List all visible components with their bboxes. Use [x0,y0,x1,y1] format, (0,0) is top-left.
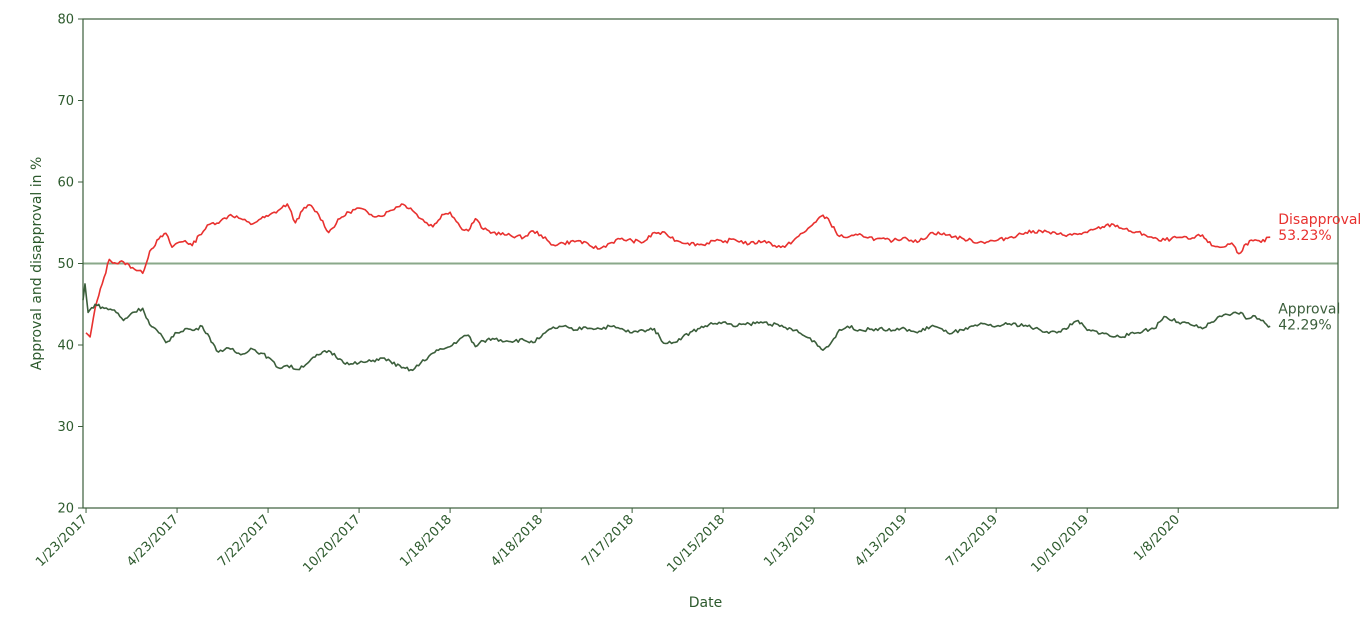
x-tick-label: 7/22/2017 [215,512,273,570]
y-axis-title: Approval and disapproval in % [29,157,45,371]
disapproval-legend-label: Disapproval [1278,212,1360,228]
x-tick-label: 4/23/2017 [124,512,182,570]
x-tick-label: 10/10/2019 [1028,512,1092,576]
x-tick-label: 4/18/2018 [488,512,546,570]
x-tick-label: 1/8/2020 [1131,512,1183,564]
approval-series-line [82,283,1271,372]
approval-legend-label: Approval [1278,301,1340,317]
x-tick-label: 1/13/2019 [761,512,819,570]
x-tick-label: 1/18/2018 [397,512,455,570]
x-tick-label: 7/12/2019 [943,512,1001,570]
y-tick-label: 20 [57,502,74,517]
disapproval-end-value: 53.23% [1278,228,1331,244]
disapproval-series-line [85,203,1271,338]
approval-end-value: 42.29% [1278,317,1331,333]
x-tick-label: 10/20/2017 [300,512,364,576]
y-tick-label: 70 [57,94,74,109]
y-tick-label: 60 [57,176,74,191]
x-axis-title: Date [689,595,722,611]
y-tick-label: 50 [57,257,74,272]
y-tick-label: 30 [57,420,74,435]
y-tick-label: 80 [57,13,74,28]
y-tick-label: 40 [57,339,74,354]
x-tick-label: 10/15/2018 [664,512,728,576]
x-tick-label: 4/13/2019 [852,512,910,570]
x-tick-label: 7/17/2018 [579,512,637,570]
x-tick-label: 1/23/2017 [33,512,91,570]
